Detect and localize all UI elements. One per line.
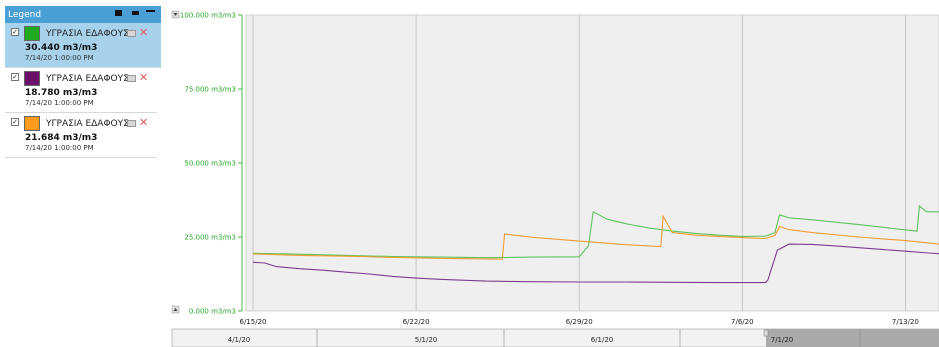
y-tick-label: 50.000 m3/m3: [184, 160, 236, 168]
series-checkbox[interactable]: ✓: [11, 28, 19, 36]
series-checkbox[interactable]: ✓: [11, 73, 19, 81]
color-swatch[interactable]: [24, 26, 40, 41]
chart[interactable]: 100.000 m3/m3 75.000 m3/m3 50.000 m3/m3 25.…: [168, 6, 939, 347]
legend-restore-icon[interactable]: [132, 11, 139, 15]
series-name: ΥΓΡΑΣΙΑ ΕΔΑΦΟΥΣ: [46, 119, 129, 129]
color-swatch[interactable]: [24, 116, 40, 131]
series-value: 30.440 m3/m3: [25, 43, 98, 53]
x-tick-label: 6/15/20: [240, 318, 267, 326]
y-axis-up-arrow-glyph-icon: [173, 13, 178, 16]
y-tick-label: 0.000 m3/m3: [189, 308, 236, 316]
x-tick-label: 6/22/20: [403, 318, 430, 326]
series-line-2[interactable]: [252, 214, 939, 260]
navigator-tick-label: 6/1/20: [591, 336, 614, 344]
grid-lines: [252, 15, 906, 311]
navigator-tick-label: 7/1/20: [771, 336, 794, 344]
navigator-selection[interactable]: [766, 329, 939, 347]
color-swatch[interactable]: [24, 71, 40, 86]
series-value: 18.780 m3/m3: [25, 88, 98, 98]
series-name: ΥΓΡΑΣΙΑ ΕΔΑΦΟΥΣ: [46, 74, 129, 84]
y-tick-label: 25.000 m3/m3: [184, 234, 236, 242]
series-timestamp: 7/14/20 1:00:00 PM: [25, 54, 94, 62]
navigator-axis: 4/1/20 5/1/20 6/1/20 7/1/20: [228, 329, 861, 347]
series-options-icon[interactable]: [127, 75, 136, 82]
x-axis: 6/15/20 6/22/20 6/29/20 7/6/20 7/13/20: [240, 318, 919, 326]
remove-series-icon[interactable]: ✕: [139, 116, 149, 129]
series-value: 21.684 m3/m3: [25, 133, 98, 143]
legend-item-2[interactable]: ✓ ΥΓΡΑΣΙΑ ΕΔΑΦΟΥΣ ✕ 18.780 m3/m3 7/14/20…: [5, 68, 157, 113]
navigator-bar[interactable]: [171, 328, 939, 347]
legend-stop-icon[interactable]: [115, 10, 122, 16]
plot-area[interactable]: [245, 14, 939, 312]
y-tick-label: 100.000 m3/m3: [180, 12, 236, 20]
y-axis-down-arrow-glyph-icon: [173, 308, 178, 311]
legend-minimize-icon[interactable]: [146, 10, 155, 12]
legend-item-1[interactable]: ✓ ΥΓΡΑΣΙΑ ΕΔΑΦΟΥΣ ✕ 30.440 m3/m3 7/14/20…: [5, 23, 161, 68]
x-tick-label: 7/6/20: [731, 318, 754, 326]
series-checkbox[interactable]: ✓: [11, 118, 19, 126]
navigator-handle-icon[interactable]: [763, 329, 769, 337]
series-timestamp: 7/14/20 1:00:00 PM: [25, 99, 94, 107]
remove-series-icon[interactable]: ✕: [139, 71, 149, 84]
legend-item-3[interactable]: ✓ ΥΓΡΑΣΙΑ ΕΔΑΦΟΥΣ ✕ 21.684 m3/m3 7/14/20…: [5, 113, 157, 158]
y-tick-label: 75.000 m3/m3: [184, 86, 236, 94]
series-name: ΥΓΡΑΣΙΑ ΕΔΑΦΟΥΣ: [46, 29, 129, 39]
remove-series-icon[interactable]: ✕: [139, 26, 149, 39]
navigator-tick-label: 4/1/20: [228, 336, 251, 344]
navigator-tick-label: 5/1/20: [415, 336, 438, 344]
series-group: [252, 204, 939, 284]
x-tick-label: 7/13/20: [892, 318, 919, 326]
legend-header: Legend: [5, 6, 161, 23]
legend-title: Legend: [8, 9, 42, 20]
x-tick-label: 6/29/20: [566, 318, 593, 326]
series-options-icon[interactable]: [127, 30, 136, 37]
series-line-3[interactable]: [252, 243, 939, 284]
series-line-1[interactable]: [252, 204, 939, 259]
series-options-icon[interactable]: [127, 120, 136, 127]
series-timestamp: 7/14/20 1:00:00 PM: [25, 144, 94, 152]
y-axis: 100.000 m3/m3 75.000 m3/m3 50.000 m3/m3 25.…: [180, 12, 242, 316]
legend-panel: Legend ✓ ΥΓΡΑΣΙΑ ΕΔΑΦΟΥΣ ✕ 30.440 m3/m3 …: [5, 6, 161, 347]
